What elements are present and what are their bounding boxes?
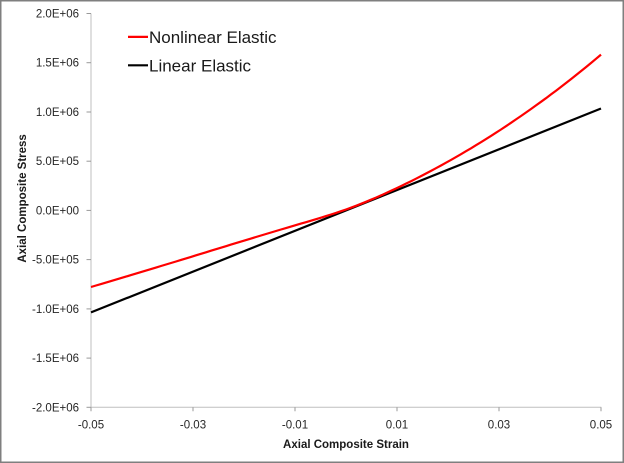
svg-text:Linear Elastic: Linear Elastic <box>149 56 252 75</box>
svg-text:Axial Composite Stress: Axial Composite Stress <box>17 134 29 262</box>
svg-text:1.5E+06: 1.5E+06 <box>36 58 79 70</box>
svg-text:2.0E+06: 2.0E+06 <box>36 9 79 21</box>
svg-text:-0.05: -0.05 <box>78 420 104 432</box>
svg-text:-0.01: -0.01 <box>282 420 308 432</box>
svg-text:Axial Composite Strain: Axial Composite Strain <box>283 439 409 451</box>
svg-text:-5.0E+05: -5.0E+05 <box>32 255 79 267</box>
svg-text:0.0E+00: 0.0E+00 <box>36 205 79 217</box>
svg-text:0.05: 0.05 <box>590 420 612 432</box>
svg-text:0.03: 0.03 <box>488 420 510 432</box>
svg-text:-1.0E+06: -1.0E+06 <box>32 304 79 316</box>
svg-text:-1.5E+06: -1.5E+06 <box>32 353 79 365</box>
svg-text:1.0E+06: 1.0E+06 <box>36 107 79 119</box>
svg-text:Nonlinear Elastic: Nonlinear Elastic <box>149 28 277 47</box>
svg-text:-2.0E+06: -2.0E+06 <box>32 402 79 414</box>
svg-text:5.0E+05: 5.0E+05 <box>36 156 79 168</box>
svg-text:-0.03: -0.03 <box>180 420 206 432</box>
svg-text:0.01: 0.01 <box>386 420 408 432</box>
